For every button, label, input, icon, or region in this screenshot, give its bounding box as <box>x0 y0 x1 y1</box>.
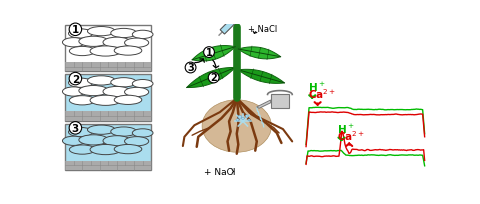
Ellipse shape <box>236 119 239 121</box>
Ellipse shape <box>103 38 131 48</box>
Ellipse shape <box>90 47 121 57</box>
Text: Ca$^{2+}$: Ca$^{2+}$ <box>308 87 336 100</box>
Text: 2: 2 <box>210 73 217 83</box>
Ellipse shape <box>124 88 149 97</box>
Ellipse shape <box>111 127 137 136</box>
Bar <box>65 161 151 170</box>
Ellipse shape <box>114 47 142 56</box>
Circle shape <box>208 73 219 83</box>
Ellipse shape <box>241 118 244 120</box>
Ellipse shape <box>79 86 108 96</box>
Ellipse shape <box>202 100 271 152</box>
Ellipse shape <box>87 125 115 135</box>
Ellipse shape <box>90 96 121 106</box>
Ellipse shape <box>114 145 142 154</box>
Polygon shape <box>187 68 235 88</box>
Text: 2: 2 <box>72 74 79 84</box>
Ellipse shape <box>132 80 153 88</box>
Ellipse shape <box>62 136 85 146</box>
Bar <box>65 63 151 72</box>
Ellipse shape <box>79 37 108 47</box>
Ellipse shape <box>245 115 248 118</box>
Text: 3: 3 <box>72 123 79 133</box>
Ellipse shape <box>114 96 142 105</box>
Text: + NaCl: + NaCl <box>248 25 277 34</box>
Ellipse shape <box>103 136 131 146</box>
Ellipse shape <box>103 87 131 97</box>
Bar <box>65 124 151 170</box>
Bar <box>271 95 289 109</box>
Ellipse shape <box>111 29 137 38</box>
Text: 3: 3 <box>187 63 194 73</box>
Ellipse shape <box>248 119 250 121</box>
Ellipse shape <box>87 27 115 37</box>
Text: 1: 1 <box>72 25 79 35</box>
Ellipse shape <box>132 129 153 137</box>
Text: 1: 1 <box>205 48 213 58</box>
Polygon shape <box>257 101 271 109</box>
Ellipse shape <box>62 38 85 48</box>
Ellipse shape <box>70 96 95 105</box>
Text: H$^+$: H$^+$ <box>337 123 354 136</box>
Ellipse shape <box>87 76 115 86</box>
Ellipse shape <box>132 31 153 39</box>
Ellipse shape <box>124 39 149 48</box>
Ellipse shape <box>79 135 108 145</box>
Ellipse shape <box>90 145 121 155</box>
Bar <box>65 112 151 121</box>
Ellipse shape <box>69 30 93 39</box>
Polygon shape <box>238 48 281 60</box>
Polygon shape <box>231 15 240 23</box>
Polygon shape <box>238 70 285 84</box>
Ellipse shape <box>62 88 85 97</box>
Ellipse shape <box>238 116 242 119</box>
Bar <box>65 75 151 121</box>
Polygon shape <box>192 46 235 62</box>
Text: Ca$^{2+}$: Ca$^{2+}$ <box>337 129 365 142</box>
Bar <box>65 26 151 72</box>
Ellipse shape <box>70 145 95 154</box>
Ellipse shape <box>69 79 93 88</box>
Circle shape <box>185 63 196 73</box>
Text: H$^+$: H$^+$ <box>308 80 325 93</box>
Ellipse shape <box>111 78 137 88</box>
Ellipse shape <box>70 47 95 56</box>
Text: + NaCl: + NaCl <box>204 167 235 176</box>
Polygon shape <box>220 19 237 35</box>
Circle shape <box>204 48 215 58</box>
Ellipse shape <box>124 137 149 146</box>
Ellipse shape <box>69 128 93 137</box>
